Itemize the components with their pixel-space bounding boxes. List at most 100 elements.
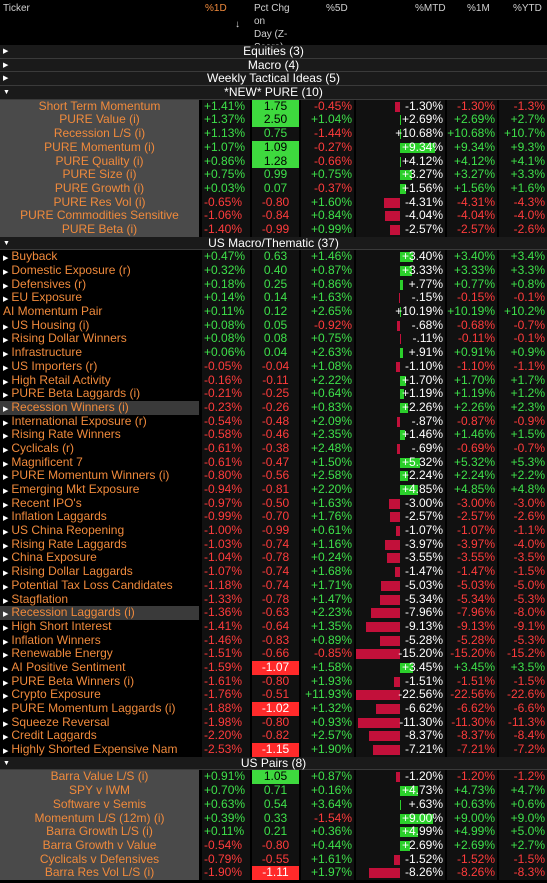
group-header[interactable]: ▶ Macro (4): [0, 58, 547, 73]
ticker-name[interactable]: Barra Res Vol L/S (i): [0, 866, 199, 880]
ticker-name[interactable]: ▶ Buyback: [0, 250, 199, 264]
ticker-name[interactable]: PURE Momentum (i): [0, 140, 199, 155]
ticker-name[interactable]: Software v Semis: [0, 797, 199, 812]
table-row[interactable]: ▶ US Importers (r) -0.05% -0.04 +1.08% -1.10%…: [0, 359, 547, 374]
row-expand-icon[interactable]: ▶: [3, 720, 9, 728]
table-row[interactable]: ▶ Renewable Energy -1.51% -0.66 -0.85% -15.20…: [0, 647, 547, 661]
table-row[interactable]: ▶ PURE Beta Laggards (i) -0.21% -0.25 +0.64%…: [0, 387, 547, 401]
ticker-name[interactable]: Barra Value L/S (i): [0, 770, 199, 785]
table-row[interactable]: ▶ Stagflation -1.33% -0.78 +1.47% -5.34% -5.34…: [0, 592, 547, 607]
ticker-name[interactable]: PURE Size (i): [0, 168, 199, 182]
row-expand-icon[interactable]: ▶: [3, 570, 9, 578]
table-row[interactable]: ▶ Inflation Laggards -0.99% -0.70 +1.76% -2.5…: [0, 510, 547, 525]
ticker-name[interactable]: ▶ Renewable Energy: [0, 647, 199, 661]
ticker-name[interactable]: ▶ Highly Shorted Expensive Nam: [0, 743, 199, 757]
header-mtd[interactable]: %MTD: [415, 3, 446, 14]
group-header[interactable]: ▼ US Pairs (8): [0, 756, 547, 771]
row-expand-icon[interactable]: ▶: [3, 734, 9, 742]
ticker-name[interactable]: ▶ Infrastructure: [0, 346, 199, 360]
row-expand-icon[interactable]: ▶: [3, 611, 9, 619]
ticker-name[interactable]: ▶ Recent IPO's: [0, 497, 199, 511]
ticker-name[interactable]: ▶ Rising Rate Laggards: [0, 538, 199, 552]
row-expand-icon[interactable]: ▶: [3, 638, 9, 646]
ticker-name[interactable]: ▶ High Short Interest: [0, 620, 199, 634]
row-expand-icon[interactable]: ▶: [3, 378, 9, 386]
row-expand-icon[interactable]: ▶: [3, 679, 9, 687]
table-row[interactable]: ▶ Potential Tax Loss Candidates -1.18% -0.7…: [0, 578, 547, 593]
table-row[interactable]: ▶ US Housing (i) +0.08% 0.05 -0.92% -.68% -0.6…: [0, 318, 547, 333]
row-expand-icon[interactable]: ▶: [3, 433, 9, 441]
ticker-name[interactable]: ▶ PURE Beta Laggards (i): [0, 387, 199, 401]
ticker-name[interactable]: ▶ PURE Momentum Winners (i): [0, 469, 199, 483]
row-expand-icon[interactable]: ▶: [3, 707, 9, 714]
ticker-name[interactable]: ▶ China Exposure: [0, 551, 199, 565]
ticker-name[interactable]: PURE Growth (i): [0, 181, 199, 196]
ticker-name[interactable]: ▶ Inflation Laggards: [0, 510, 199, 524]
ticker-name[interactable]: PURE Value (i): [0, 113, 199, 128]
table-row[interactable]: PURE Size (i) +0.75% 0.99 +0.75% +3.27% +3.27…: [0, 168, 547, 182]
row-expand-icon[interactable]: ▶: [3, 515, 9, 523]
ticker-name[interactable]: ▶ Credit Laggards: [0, 729, 199, 743]
table-row[interactable]: ▶ Recession Laggards (i) -1.36% -0.63 +2.23%…: [0, 606, 547, 620]
row-expand-icon[interactable]: ▶: [3, 269, 9, 276]
collapse-triangle-icon[interactable]: ▼: [3, 239, 10, 247]
table-row[interactable]: Barra Growth v Value -0.54% -0.80 +0.44% +2.…: [0, 838, 547, 853]
ticker-name[interactable]: ▶ Cyclicals (r): [0, 442, 199, 456]
table-row[interactable]: Barra Value L/S (i) +0.91% 1.05 +0.87% -1.20…: [0, 770, 547, 785]
row-expand-icon[interactable]: ▶: [3, 501, 9, 509]
table-row[interactable]: AI Momentum Pair +0.11% 0.12 +2.65% +10.19% +…: [0, 305, 547, 319]
table-row[interactable]: ▶ Recent IPO's -0.97% -0.50 +1.63% -3.00% -3.0…: [0, 496, 547, 511]
ticker-name[interactable]: PURE Res Vol (i): [0, 195, 199, 210]
row-expand-icon[interactable]: ▶: [3, 488, 9, 495]
table-row[interactable]: ▶ PURE Beta Winners (i) -1.61% -0.80 +1.93% -…: [0, 674, 547, 689]
table-row[interactable]: ▶ Rising Dollar Winners +0.08% 0.08 +0.75% -.…: [0, 332, 547, 347]
row-expand-icon[interactable]: ▶: [3, 624, 9, 632]
ticker-name[interactable]: ▶ Inflation Winners: [0, 634, 199, 648]
row-expand-icon[interactable]: ▶: [3, 597, 9, 605]
ticker-name[interactable]: Barra Growth v Value: [0, 838, 199, 853]
table-row[interactable]: ▶ EU Exposure +0.14% 0.14 +1.63% -.15% -0.15% -…: [0, 291, 547, 306]
ticker-name[interactable]: ▶ PURE Beta Winners (i): [0, 675, 199, 689]
table-row[interactable]: ▶ International Exposure (r) -0.54% -0.48 +2…: [0, 414, 547, 429]
ticker-name[interactable]: ▶ Recession Laggards (i): [0, 606, 199, 620]
table-row[interactable]: ▶ Rising Rate Winners -0.58% -0.46 +2.35% +1.…: [0, 428, 547, 442]
table-row[interactable]: PURE Res Vol (i) -0.65% -0.80 +1.60% -4.31% -…: [0, 195, 547, 210]
collapse-triangle-icon[interactable]: ▼: [3, 759, 10, 767]
row-expand-icon[interactable]: ▶: [3, 351, 9, 359]
table-row[interactable]: ▶ Buyback +0.47% 0.63 +1.46% +3.40% +3.40% +3.4…: [0, 250, 547, 264]
group-header[interactable]: ▶ Weekly Tactical Ideas (5): [0, 72, 547, 87]
table-row[interactable]: Short Term Momentum +1.41% 1.75 -0.45% -1.30…: [0, 99, 547, 114]
ticker-name[interactable]: ▶ US Housing (i): [0, 319, 199, 333]
group-header[interactable]: ▼ US Macro/Thematic (37): [0, 236, 547, 251]
ticker-name[interactable]: ▶ Rising Dollar Laggards: [0, 565, 199, 579]
header-1d-sort[interactable]: %1D ↓: [205, 2, 250, 47]
table-row[interactable]: ▶ Recession Winners (i) -0.23% -0.26 +0.83% +…: [0, 400, 547, 415]
header-1m[interactable]: %1M: [467, 3, 490, 14]
table-row[interactable]: ▶ Squeeze Reversal -1.98% -0.80 +0.93% -11.30…: [0, 715, 547, 730]
ticker-name[interactable]: ▶ Emerging Mkt Exposure: [0, 483, 199, 497]
table-row[interactable]: ▶ Magnificent 7 -0.61% -0.47 +1.50% +5.32% +5.…: [0, 455, 547, 470]
table-row[interactable]: ▶ China Exposure -1.04% -0.78 +0.24% -3.55% -3…: [0, 551, 547, 566]
ticker-name[interactable]: SPY v IWM: [0, 784, 199, 798]
ticker-name[interactable]: ▶ High Retail Activity: [0, 374, 199, 388]
table-row[interactable]: Momentum L/S (12m) (i) +0.39% 0.33 -1.54% +9…: [0, 811, 547, 826]
row-expand-icon[interactable]: ▶: [3, 460, 9, 468]
ticker-name[interactable]: PURE Quality (i): [0, 154, 199, 169]
ticker-name[interactable]: ▶ Rising Dollar Winners: [0, 332, 199, 346]
ticker-name[interactable]: PURE Commodities Sensitive: [0, 209, 199, 223]
row-expand-icon[interactable]: ▶: [3, 405, 9, 413]
ticker-name[interactable]: Momentum L/S (12m) (i): [0, 811, 199, 826]
ticker-name[interactable]: ▶ AI Positive Sentiment: [0, 661, 199, 675]
ticker-name[interactable]: ▶ Crypto Exposure: [0, 688, 199, 702]
row-expand-icon[interactable]: ▶: [3, 583, 9, 591]
row-expand-icon[interactable]: ▶: [3, 364, 9, 372]
ticker-name[interactable]: ▶ US China Reopening: [0, 524, 199, 538]
row-expand-icon[interactable]: ▶: [3, 419, 9, 427]
table-row[interactable]: ▶ Rising Rate Laggards -1.03% -0.74 +1.16% -3…: [0, 537, 547, 552]
table-row[interactable]: ▶ High Short Interest -1.41% -0.64 +1.35% -9.…: [0, 619, 547, 634]
ticker-name[interactable]: ▶ Stagflation: [0, 593, 199, 607]
row-expand-icon[interactable]: ▶: [3, 748, 9, 756]
row-expand-icon[interactable]: ▶: [3, 337, 9, 345]
table-row[interactable]: PURE Beta (i) -1.40% -0.99 +0.99% -2.57% -2.5…: [0, 222, 547, 237]
